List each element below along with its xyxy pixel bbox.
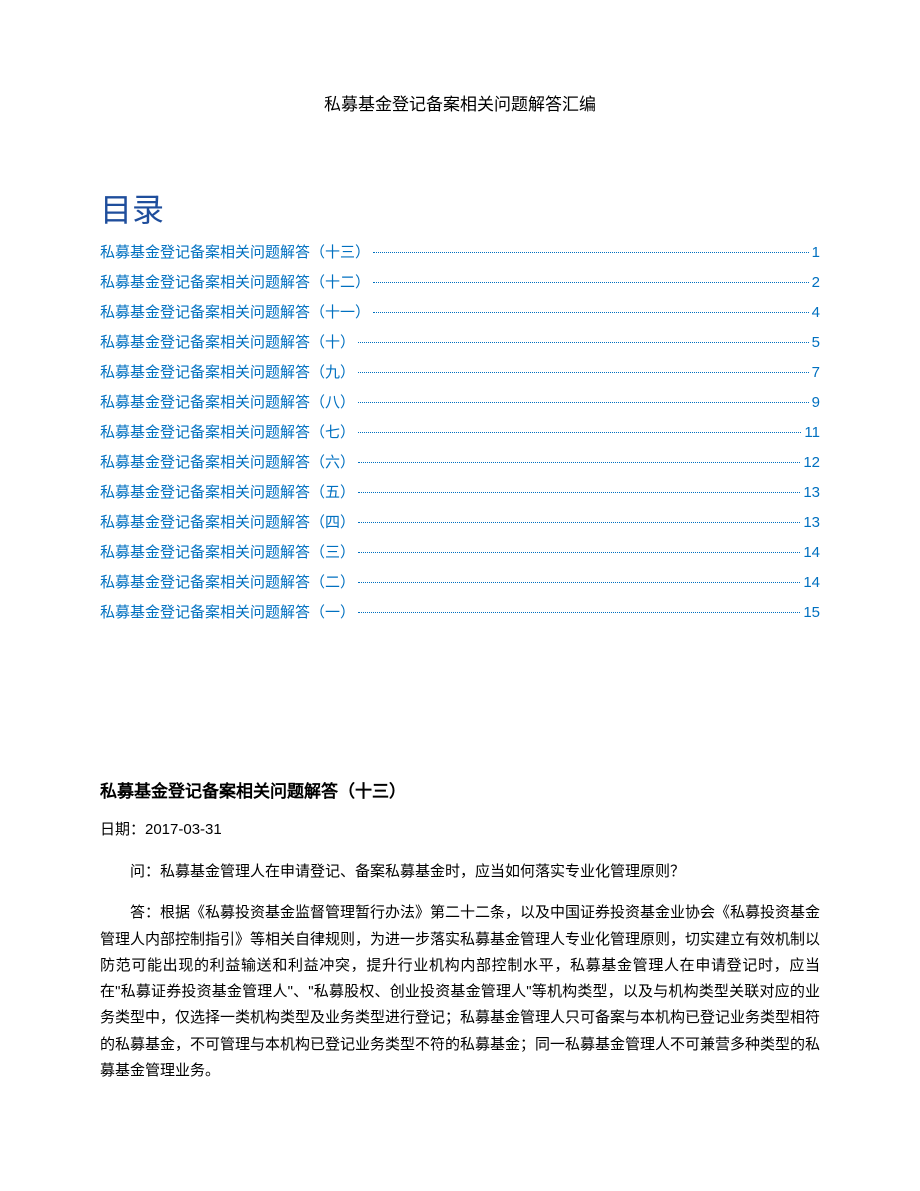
toc-dots [358, 432, 801, 433]
toc-page: 7 [812, 364, 820, 381]
toc-label: 私募基金登记备案相关问题解答（十三） [100, 241, 370, 262]
question-paragraph: 问：私募基金管理人在申请登记、备案私募基金时，应当如何落实专业化管理原则？ [100, 859, 820, 885]
toc-page: 13 [803, 514, 820, 531]
toc-label: 私募基金登记备案相关问题解答（六） [100, 451, 355, 472]
toc-dots [358, 402, 809, 403]
toc-item[interactable]: 私募基金登记备案相关问题解答（十一） 4 [100, 301, 820, 322]
toc-dots [358, 582, 800, 583]
toc-item[interactable]: 私募基金登记备案相关问题解答（五） 13 [100, 481, 820, 502]
toc-dots [358, 462, 800, 463]
toc-page: 1 [812, 244, 820, 261]
toc-page: 4 [812, 304, 820, 321]
toc-item[interactable]: 私募基金登记备案相关问题解答（十） 5 [100, 331, 820, 352]
toc-label: 私募基金登记备案相关问题解答（二） [100, 571, 355, 592]
toc-dots [358, 372, 809, 373]
toc-page: 13 [803, 484, 820, 501]
toc-page: 12 [803, 454, 820, 471]
toc-label: 私募基金登记备案相关问题解答（三） [100, 541, 355, 562]
toc-label: 私募基金登记备案相关问题解答（十） [100, 331, 355, 352]
toc-dots [358, 522, 800, 523]
toc-dots [358, 492, 800, 493]
section-heading: 私募基金登记备案相关问题解答（十三） [100, 777, 820, 802]
toc-label: 私募基金登记备案相关问题解答（五） [100, 481, 355, 502]
toc-label: 私募基金登记备案相关问题解答（十一） [100, 301, 370, 322]
toc-item[interactable]: 私募基金登记备案相关问题解答（七） 11 [100, 421, 820, 442]
toc-page: 5 [812, 334, 820, 351]
toc-item[interactable]: 私募基金登记备案相关问题解答（八） 9 [100, 391, 820, 412]
toc-page: 11 [804, 424, 820, 441]
toc-item[interactable]: 私募基金登记备案相关问题解答（六） 12 [100, 451, 820, 472]
toc-label: 私募基金登记备案相关问题解答（八） [100, 391, 355, 412]
toc-page: 14 [803, 544, 820, 561]
toc-heading: 目录 [100, 185, 820, 231]
toc-dots [358, 552, 800, 553]
section-date: 日期：2017-03-31 [100, 818, 820, 839]
toc-label: 私募基金登记备案相关问题解答（一） [100, 601, 355, 622]
toc-list: 私募基金登记备案相关问题解答（十三） 1 私募基金登记备案相关问题解答（十二） … [100, 241, 820, 622]
toc-dots [373, 252, 809, 253]
toc-item[interactable]: 私募基金登记备案相关问题解答（四） 13 [100, 511, 820, 532]
toc-label: 私募基金登记备案相关问题解答（四） [100, 511, 355, 532]
toc-item[interactable]: 私募基金登记备案相关问题解答（三） 14 [100, 541, 820, 562]
toc-dots [358, 342, 809, 343]
toc-dots [358, 612, 800, 613]
toc-label: 私募基金登记备案相关问题解答（七） [100, 421, 355, 442]
toc-page: 9 [812, 394, 820, 411]
toc-dots [373, 312, 809, 313]
toc-page: 15 [803, 604, 820, 621]
section: 私募基金登记备案相关问题解答（十三） 日期：2017-03-31 问：私募基金管… [100, 777, 820, 1084]
document-title: 私募基金登记备案相关问题解答汇编 [100, 90, 820, 115]
toc-item[interactable]: 私募基金登记备案相关问题解答（一） 15 [100, 601, 820, 622]
toc-dots [373, 282, 809, 283]
toc-item[interactable]: 私募基金登记备案相关问题解答（二） 14 [100, 571, 820, 592]
toc-page: 14 [803, 574, 820, 591]
answer-paragraph: 答：根据《私募投资基金监督管理暂行办法》第二十二条，以及中国证券投资基金业协会《… [100, 900, 820, 1084]
toc-label: 私募基金登记备案相关问题解答（十二） [100, 271, 370, 292]
toc-label: 私募基金登记备案相关问题解答（九） [100, 361, 355, 382]
toc-item[interactable]: 私募基金登记备案相关问题解答（九） 7 [100, 361, 820, 382]
toc-page: 2 [812, 274, 820, 291]
toc-item[interactable]: 私募基金登记备案相关问题解答（十二） 2 [100, 271, 820, 292]
toc-item[interactable]: 私募基金登记备案相关问题解答（十三） 1 [100, 241, 820, 262]
